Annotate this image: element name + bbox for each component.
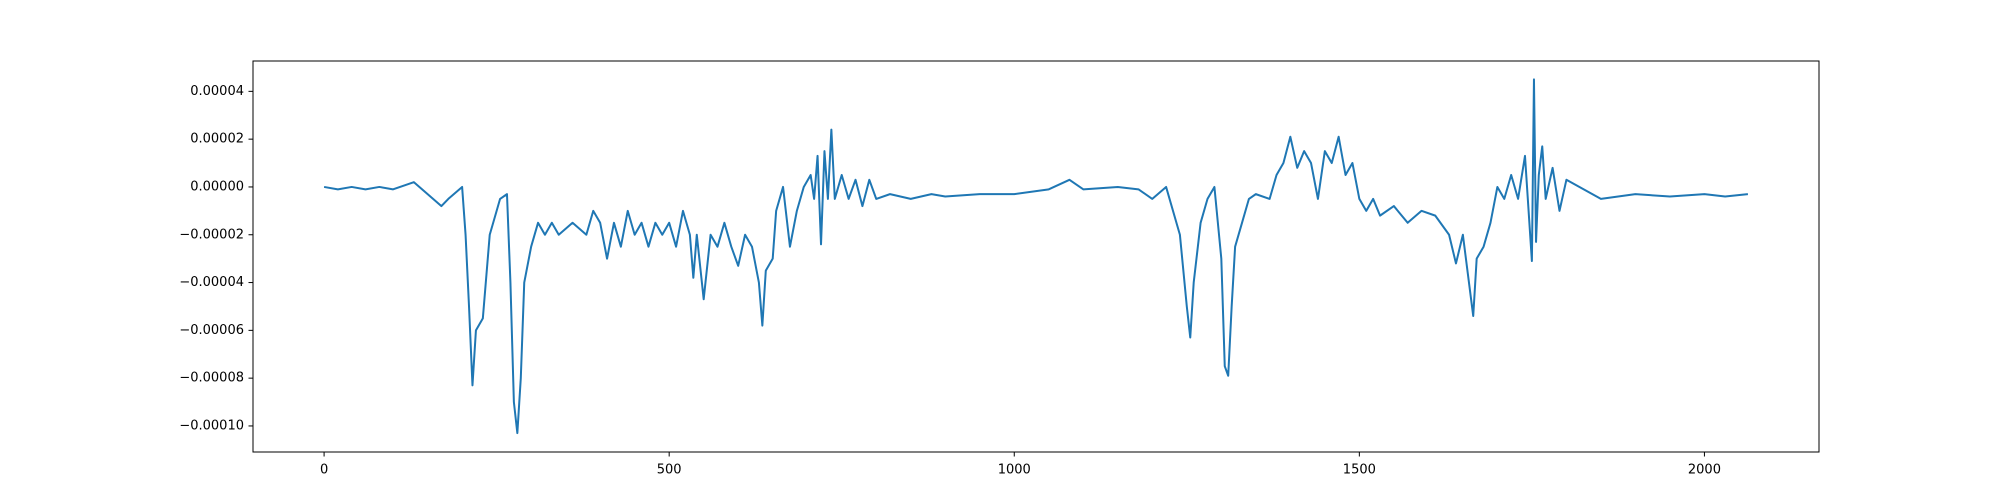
- y-tick-label: 0.00004: [190, 84, 244, 99]
- line-series: [323, 78, 1749, 435]
- x-tick-label: 2000: [1688, 463, 1721, 478]
- y-tick-label: −0.00004: [179, 275, 244, 290]
- y-tick-label: 0.00002: [190, 132, 244, 147]
- x-tick-label: 1000: [998, 463, 1031, 478]
- x-tick-label: 1500: [1343, 463, 1376, 478]
- y-tick-label: −0.00002: [179, 227, 244, 242]
- x-tick-label: 0: [320, 463, 328, 478]
- y-tick-label: −0.00008: [179, 371, 244, 386]
- axes-frame: [252, 60, 1820, 453]
- x-tick-label: 500: [657, 463, 682, 478]
- y-tick-label: −0.00006: [179, 323, 244, 338]
- y-tick-label: 0.00000: [190, 179, 244, 194]
- y-tick-label: −0.00010: [179, 418, 244, 433]
